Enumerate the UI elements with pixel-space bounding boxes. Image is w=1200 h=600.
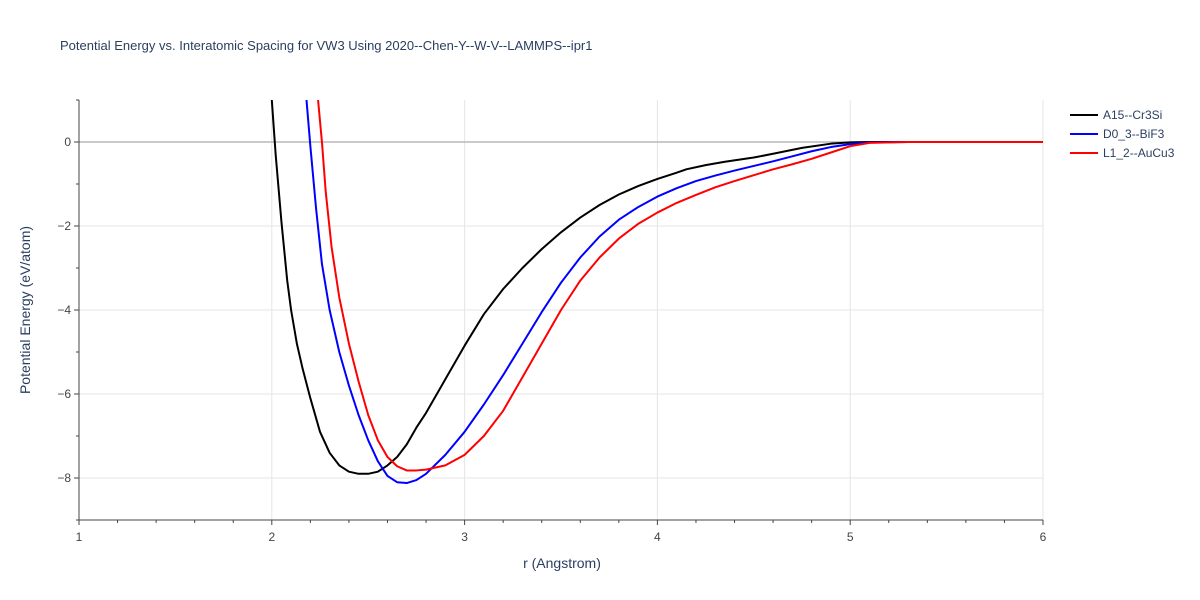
chart-title: Potential Energy vs. Interatomic Spacing… <box>60 38 592 53</box>
series-line-d0-3-bif3[interactable] <box>305 100 1044 485</box>
y-tick-label: −6 <box>57 387 71 401</box>
legend-item[interactable]: D0_3--BiF3 <box>1070 127 1165 141</box>
x-tick-label: 3 <box>461 530 468 544</box>
y-axis-title: Potential Energy (eV/atom) <box>17 226 33 394</box>
y-tick-label: 0 <box>64 135 71 149</box>
plot-series <box>270 100 1044 485</box>
x-tick-label: 6 <box>1040 530 1047 544</box>
y-tick-label: −2 <box>57 219 71 233</box>
legend-label: A15--Cr3Si <box>1103 108 1162 122</box>
x-tick-label: 2 <box>268 530 275 544</box>
x-tick-label: 4 <box>654 530 661 544</box>
legend-label: D0_3--BiF3 <box>1103 127 1165 141</box>
grid-lines <box>79 100 1044 520</box>
series-line-l1-2-aucu3[interactable] <box>317 100 1043 472</box>
series-line-a15-cr3si[interactable] <box>270 100 1043 475</box>
x-tick-label: 1 <box>76 530 83 544</box>
legend-item[interactable]: L1_2--AuCu3 <box>1070 146 1175 160</box>
y-tick-labels: −8 −6 −4 −2 0 <box>57 135 71 485</box>
legend: A15--Cr3Si D0_3--BiF3 L1_2--AuCu3 <box>1070 108 1175 160</box>
x-axis-title: r (Angstrom) <box>523 555 601 571</box>
axes <box>74 99 1044 525</box>
y-tick-label: −8 <box>57 471 71 485</box>
x-tick-label: 5 <box>847 530 854 544</box>
y-tick-label: −4 <box>57 303 71 317</box>
x-tick-labels: 1 2 3 4 5 6 <box>76 530 1047 544</box>
legend-label: L1_2--AuCu3 <box>1103 146 1175 160</box>
legend-item[interactable]: A15--Cr3Si <box>1070 108 1162 122</box>
